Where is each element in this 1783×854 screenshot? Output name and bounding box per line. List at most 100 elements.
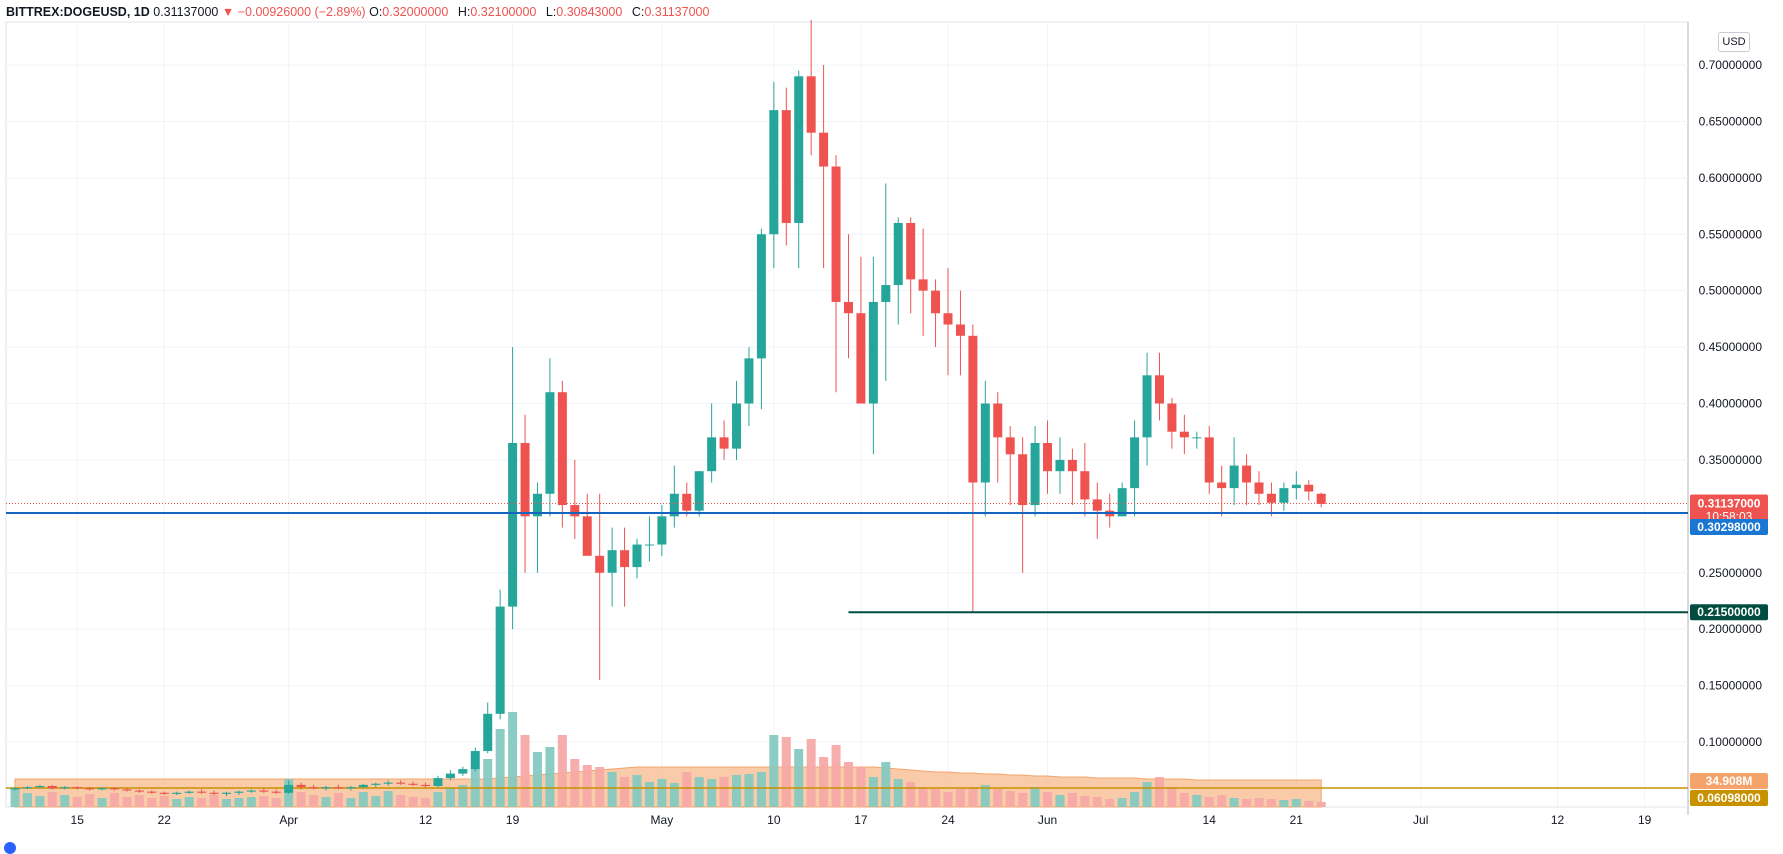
candle-body [1130,437,1140,489]
x-tick-label: 22 [158,813,172,827]
candle-body [445,773,455,779]
volume-bar [557,735,567,807]
volume-bar [682,772,692,807]
volume-bar [421,798,431,807]
volume-bar [346,798,356,807]
candle-body [495,606,505,714]
volume-bar [1105,799,1115,807]
volume-bar [980,785,990,807]
close-value: 0.31137000 [644,5,710,19]
change-value: −0.00926000 (−2.89%) [237,5,366,19]
volume-bar [955,789,965,807]
candle-body [1279,488,1289,503]
symbol-label[interactable]: BITTREX:DOGEUSD, 1D [6,5,150,19]
volume-bar [868,777,878,807]
volume-bar [1092,797,1102,807]
volume-bar [321,797,331,807]
candle-body [1067,459,1077,472]
volume-bar [545,747,555,807]
volume-bar [1316,802,1326,807]
volume-last-tag: 34.908M [1706,774,1753,788]
volume-bar [607,772,617,807]
volume-bar [333,793,343,807]
volume-bar [1291,799,1301,807]
y-tick-label: 0.20000000 [1699,622,1763,636]
y-tick-label: 0.55000000 [1699,227,1763,241]
volume-bar [1254,798,1264,807]
open-value: 0.32000000 [382,5,449,19]
candle-body [669,493,679,517]
volume-bar [159,796,169,807]
volume-bar [1266,799,1276,807]
volume-bar [47,792,57,807]
y-tick-label: 0.15000000 [1699,679,1763,693]
close-label: C: [631,5,645,19]
candle-body [931,290,941,314]
volume-bar [918,787,928,807]
volume-bar [1229,798,1239,807]
volume-bar [10,789,20,807]
candle-body [644,544,654,546]
volume-bar [1030,787,1040,807]
volume-bar [458,785,468,807]
chart-legend: BITTREX:DOGEUSD, 1D 0.31137000 ▼ −0.0092… [6,3,715,21]
candle-body [595,555,605,573]
volume-bar [993,789,1003,807]
candle-body [819,132,829,167]
volume-bar [358,792,368,807]
candle-body [732,403,742,449]
candle-body [632,544,642,568]
x-tick-label: Jun [1038,813,1057,827]
volume-bar [110,793,120,807]
candle-body [756,234,766,359]
volume-bar [1167,787,1177,807]
candle-body [147,791,157,793]
volume-bar [22,793,32,807]
y-tick-label: 0.35000000 [1699,453,1763,467]
volume-bar [371,796,381,807]
candle-body [97,788,107,790]
x-tick-label: Jul [1413,813,1428,827]
candle-body [234,791,244,793]
candle-body [806,76,816,133]
volume-bar [843,762,853,807]
volume-bar [644,782,654,807]
last-price-tag: 0.31137000 [1698,497,1761,511]
candle-body [221,792,231,794]
volume-bar [72,797,82,807]
candle-body [682,493,692,511]
candle-body [1055,459,1065,472]
candle-body [620,550,630,568]
candle-body [881,285,891,302]
volume-bar [819,757,829,807]
volume-bar [968,787,978,807]
volume-bar [582,765,592,807]
x-tick-label: 15 [71,813,85,827]
candle-body [134,790,144,792]
currency-badge[interactable]: USD [1718,32,1750,52]
support-price-tag: 0.30298000 [1697,520,1761,534]
candle-body [1229,465,1239,489]
candle-body [1142,375,1152,438]
low-label: L: [545,5,557,19]
candle-body [184,791,194,793]
volume-bar [147,798,157,807]
candle-body [85,788,95,790]
candle-body [309,787,319,789]
candle-body [707,437,717,472]
x-tick-label: Apr [279,813,298,827]
volume-bar [906,782,916,807]
volume-bar [1005,791,1015,807]
volume-bar [1142,782,1152,807]
candle-body [1167,403,1177,432]
candle-body [60,787,70,789]
low-price-tag-bg [1690,604,1768,621]
volume-bar [1154,777,1164,807]
volume-bar [408,797,418,807]
volume-bar [134,795,144,807]
candle-body [197,791,207,793]
candle-body [781,110,791,223]
candle-body [333,787,343,789]
candle-body [1043,442,1053,472]
